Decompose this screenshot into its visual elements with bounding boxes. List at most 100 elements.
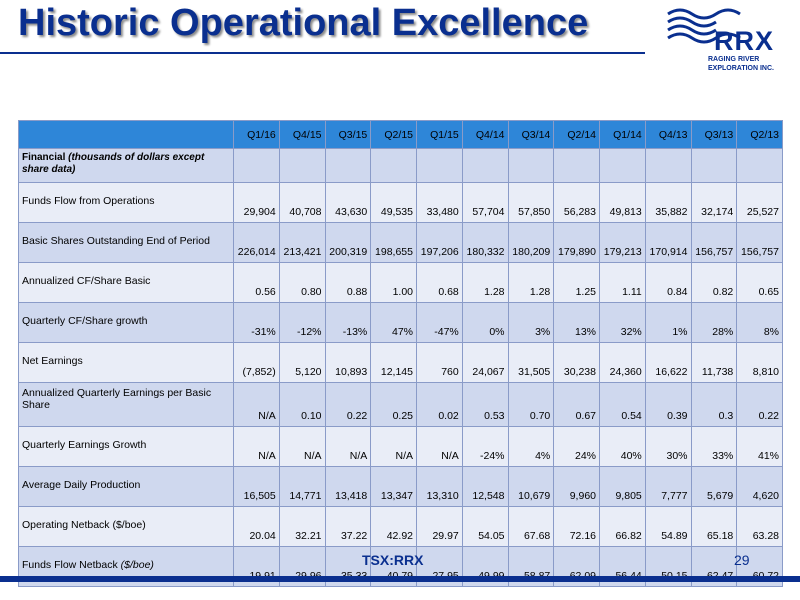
table-cell: 0.3 — [690, 382, 738, 427]
table-cell: 170,914 — [644, 222, 692, 263]
table-cell: 37.22 — [324, 506, 372, 547]
table-cell: 30% — [644, 426, 692, 467]
column-header: Q2/13 — [736, 120, 783, 149]
logo-mark-text: RRX — [714, 26, 775, 56]
table-cell: 1.25 — [553, 262, 600, 303]
section-row-financial: Financial (thousands of dollars except s… — [18, 148, 783, 183]
table-cell: 24% — [553, 426, 600, 467]
table-cell: 0.53 — [461, 382, 509, 427]
table-cell: 13,418 — [324, 466, 372, 507]
table-cell: 25,527 — [736, 182, 783, 223]
row-label-italic: ($/boe) — [120, 558, 154, 571]
table-cell: 0.80 — [278, 262, 326, 303]
table-cell: 1.00 — [370, 262, 417, 303]
row-label-text: Annualized Quarterly Earnings per Basic … — [22, 387, 212, 411]
column-header: Q1/16 — [233, 120, 280, 149]
table-cell: 57,850 — [507, 182, 555, 223]
table-cell: 9,805 — [599, 466, 646, 507]
table-cell: 12,548 — [461, 466, 509, 507]
table-row: Net Earnings (7,852) 5,120 10,893 12,145 760 2… — [18, 342, 783, 383]
row-label-text: Average Daily Production — [22, 478, 141, 491]
table-cell: 67.68 — [507, 506, 555, 547]
table-cell: 54.05 — [461, 506, 509, 547]
row-label-text: Net Earnings — [22, 354, 83, 367]
title-divider — [0, 52, 645, 54]
table-cell: 13,347 — [370, 466, 417, 507]
logo-subtitle-line: RAGING RIVER — [708, 56, 760, 63]
table-cell: 33,480 — [416, 182, 463, 223]
table-cell: 0.68 — [416, 262, 463, 303]
row-label-text: Annualized CF/Share Basic — [22, 274, 151, 287]
table-cell: N/A — [370, 426, 417, 467]
table-cell: N/A — [324, 426, 372, 467]
table-cell: N/A — [233, 426, 280, 467]
table-cell: 33% — [690, 426, 738, 467]
table-cell: 5,120 — [278, 342, 326, 383]
table-row: Basic Shares Outstanding End of Period 22… — [18, 222, 783, 263]
table-row: Annualized CF/Share Basic 0.56 0.80 0.88 1.0… — [18, 262, 783, 303]
table-cell: 57,704 — [461, 182, 509, 223]
table-cell: 16,505 — [233, 466, 280, 507]
company-logo: RRX RAGING RIVER EXPLORATION INC. — [648, 4, 788, 94]
row-label: Net Earnings — [18, 342, 234, 383]
table-row: Annualized Quarterly Earnings per Basic … — [18, 382, 783, 427]
table-cell: 31,505 — [507, 342, 555, 383]
table-cell: 13% — [553, 302, 600, 343]
table-cell: 226,014 — [233, 222, 280, 263]
table-cell: 5,679 — [690, 466, 738, 507]
row-label-text: Basic Shares Outstanding End of Period — [22, 234, 210, 247]
table-cell: 0.54 — [599, 382, 646, 427]
table-cell: 9,960 — [553, 466, 600, 507]
table-cell: 29.97 — [416, 506, 463, 547]
table-cell: 66.82 — [599, 506, 646, 547]
logo-subtitle-line: EXPLORATION INC. — [708, 65, 774, 72]
table-cell: 8% — [736, 302, 783, 343]
column-header: Q2/15 — [370, 120, 417, 149]
table-cell: 32,174 — [690, 182, 738, 223]
row-label: Quarterly CF/Share growth — [18, 302, 234, 343]
column-header-blank — [18, 120, 234, 149]
section-label-italic: (thousands of dollars except share data) — [22, 152, 205, 175]
table-row: Operating Netback ($/boe) 20.04 32.21 37.22… — [18, 506, 783, 547]
table-cell: 56,283 — [553, 182, 600, 223]
table-cell: 41% — [736, 426, 783, 467]
table-cell: 0.56 — [233, 262, 280, 303]
table-cell: 32.21 — [278, 506, 326, 547]
table-cell: (7,852) — [233, 342, 280, 383]
row-label-text: Funds Flow Netback — [22, 558, 118, 571]
table-cell: 4,620 — [736, 466, 783, 507]
row-label: Average Daily Production — [18, 466, 234, 507]
table-cell: 49,813 — [599, 182, 646, 223]
table-cell: 198,655 — [370, 222, 417, 263]
column-header: Q1/14 — [599, 120, 646, 149]
table-cell: 200,319 — [324, 222, 372, 263]
table-cell: 179,890 — [553, 222, 600, 263]
table-cell: 0.84 — [644, 262, 692, 303]
section-label-bold: Financial — [22, 152, 66, 163]
table-cell: 72.16 — [553, 506, 600, 547]
table-cell: -31% — [233, 302, 280, 343]
table-cell: 24,067 — [461, 342, 509, 383]
table-cell: 179,213 — [599, 222, 646, 263]
table-cell: 3% — [507, 302, 555, 343]
section-label: Financial (thousands of dollars except s… — [18, 148, 234, 183]
table-cell: 14,771 — [278, 466, 326, 507]
table-cell: -12% — [278, 302, 326, 343]
row-label-text: Quarterly Earnings Growth — [22, 438, 147, 451]
row-label: Basic Shares Outstanding End of Period — [18, 222, 234, 263]
page-number: 29 — [734, 552, 750, 568]
table-cell: -24% — [461, 426, 509, 467]
table-cell: N/A — [416, 426, 463, 467]
table-cell: 40,708 — [278, 182, 326, 223]
row-label: Funds Flow from Operations — [18, 182, 234, 223]
table-cell: 197,206 — [416, 222, 463, 263]
table-cell: 40% — [599, 426, 646, 467]
column-header: Q1/15 — [416, 120, 463, 149]
table-cell: 0.65 — [736, 262, 783, 303]
table-cell: 42.92 — [370, 506, 417, 547]
table-cell: 13,310 — [416, 466, 463, 507]
table-cell: 54.89 — [644, 506, 692, 547]
table-cell: 43,630 — [324, 182, 372, 223]
column-header: Q4/15 — [278, 120, 326, 149]
table-cell: -13% — [324, 302, 372, 343]
